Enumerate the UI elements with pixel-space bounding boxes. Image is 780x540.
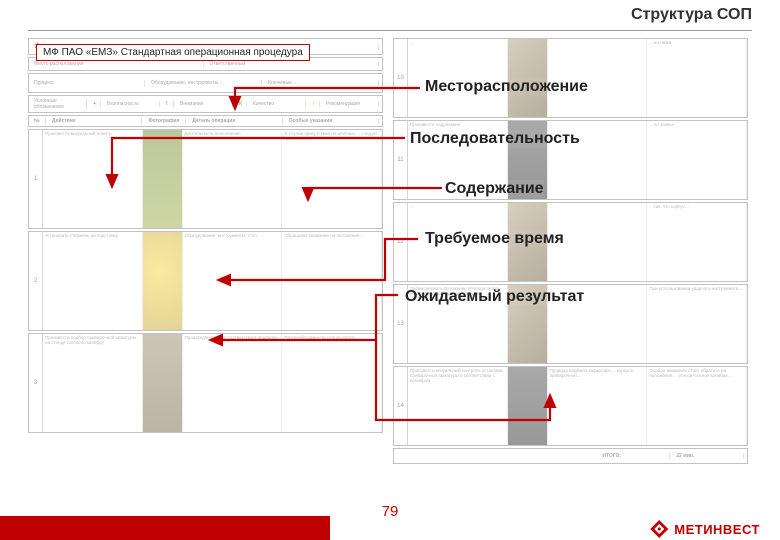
table-row: 3 Произвести подбор приварочной арматуры…	[28, 333, 383, 433]
footer-bar	[0, 516, 330, 540]
table-row: 14 Произвести визуальный контроль устано…	[393, 366, 748, 446]
sop-column-right: 10 … … …на гайки 11 Произвести надрезани…	[393, 38, 748, 492]
callout-label: Требуемое время	[425, 230, 564, 248]
brand-name: МЕТИНВЕСТ	[674, 522, 760, 537]
brand-logo-icon	[650, 520, 668, 538]
header-rule	[28, 30, 752, 31]
page-title: Структура СОП	[631, 6, 752, 24]
sop-header-box: МФ ПАО «ЕМЗ» Стандартная операционная пр…	[36, 44, 310, 61]
callout-label: Содержание	[445, 180, 544, 198]
table-row: 1 Произвести визуальный осмотр Длительно…	[28, 129, 383, 229]
sop-column-left: ✱ Маршрут код модель … Место расположени…	[28, 38, 383, 492]
callout-label: Ожидаемый результат	[405, 288, 584, 306]
table-row: 2 Установить стержень на подставку Обору…	[28, 231, 383, 331]
brand: МЕТИНВЕСТ	[650, 520, 760, 538]
sop-document: ✱ Маршрут код модель … Место расположени…	[28, 38, 752, 492]
callout-label: Последовательность	[410, 130, 580, 148]
callout-label: Месторасположение	[425, 78, 588, 96]
page-number: 79	[382, 503, 399, 520]
